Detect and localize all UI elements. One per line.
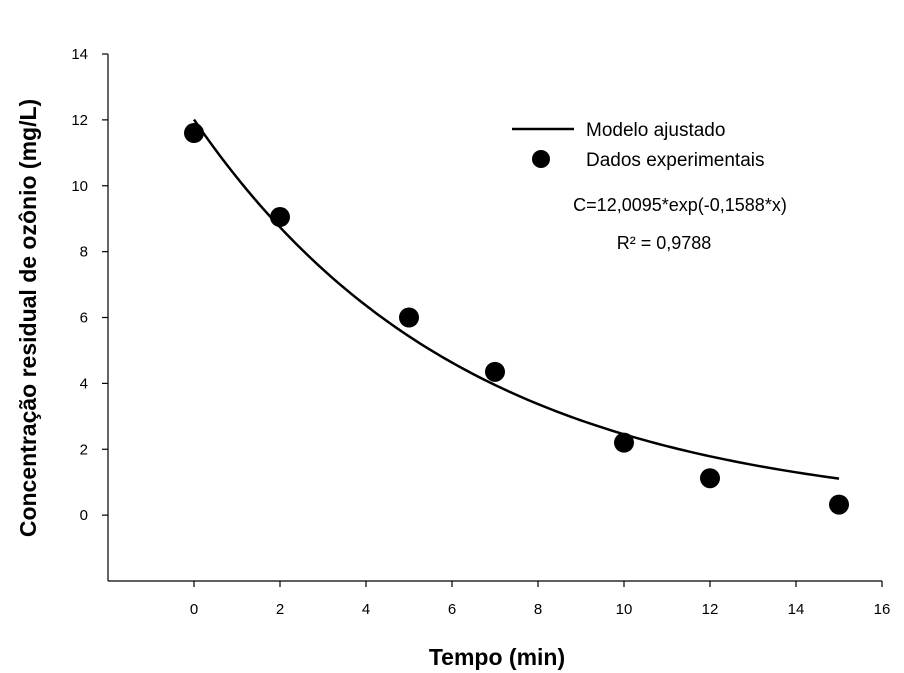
x-tick-label: 14 [788, 601, 805, 618]
x-tick-label: 10 [616, 601, 633, 618]
data-point [270, 207, 290, 228]
legend-label-model: Modelo ajustado [586, 120, 725, 141]
fitted-model-curve [192, 118, 840, 480]
model-line [192, 118, 840, 480]
axes [107, 54, 882, 582]
y-tick-label: 14 [71, 46, 88, 63]
data-point [829, 494, 849, 515]
x-tick-label: 0 [190, 601, 198, 618]
x-tick-label: 16 [874, 601, 891, 618]
x-axis-title: Tempo (min) [429, 644, 565, 670]
y-tick-label: 0 [80, 507, 88, 524]
x-tick-label: 12 [702, 601, 719, 618]
y-axis-title: Concentração residual de ozônio (mg/L) [15, 99, 41, 537]
y-tick-label: 6 [80, 310, 88, 327]
data-point [614, 432, 634, 453]
legend: Modelo ajustado Dados experimentais [512, 120, 764, 171]
r-squared-annotation: R² = 0,9788 [617, 233, 712, 253]
data-point [399, 307, 419, 328]
y-axis-ticks: 0 2 4 6 8 10 12 14 [71, 46, 108, 524]
y-tick-label: 8 [80, 244, 88, 261]
x-tick-label: 8 [534, 601, 542, 618]
x-tick-label: 2 [276, 601, 284, 618]
data-point [700, 468, 720, 489]
y-tick-label: 2 [80, 441, 88, 458]
data-point [485, 361, 505, 382]
data-point [184, 123, 204, 144]
x-axis-ticks: 0 2 4 6 8 10 12 14 16 [190, 581, 891, 618]
y-tick-label: 10 [71, 178, 88, 195]
y-tick-label: 4 [80, 375, 88, 392]
x-tick-label: 4 [362, 601, 370, 618]
legend-label-data: Dados experimentais [586, 150, 764, 171]
y-tick-label: 12 [71, 112, 88, 129]
equation-annotation: C=12,0095*exp(-0,1588*x) [573, 195, 787, 215]
legend-marker-swatch [532, 150, 550, 168]
x-tick-label: 6 [448, 601, 456, 618]
experimental-points [184, 123, 849, 515]
